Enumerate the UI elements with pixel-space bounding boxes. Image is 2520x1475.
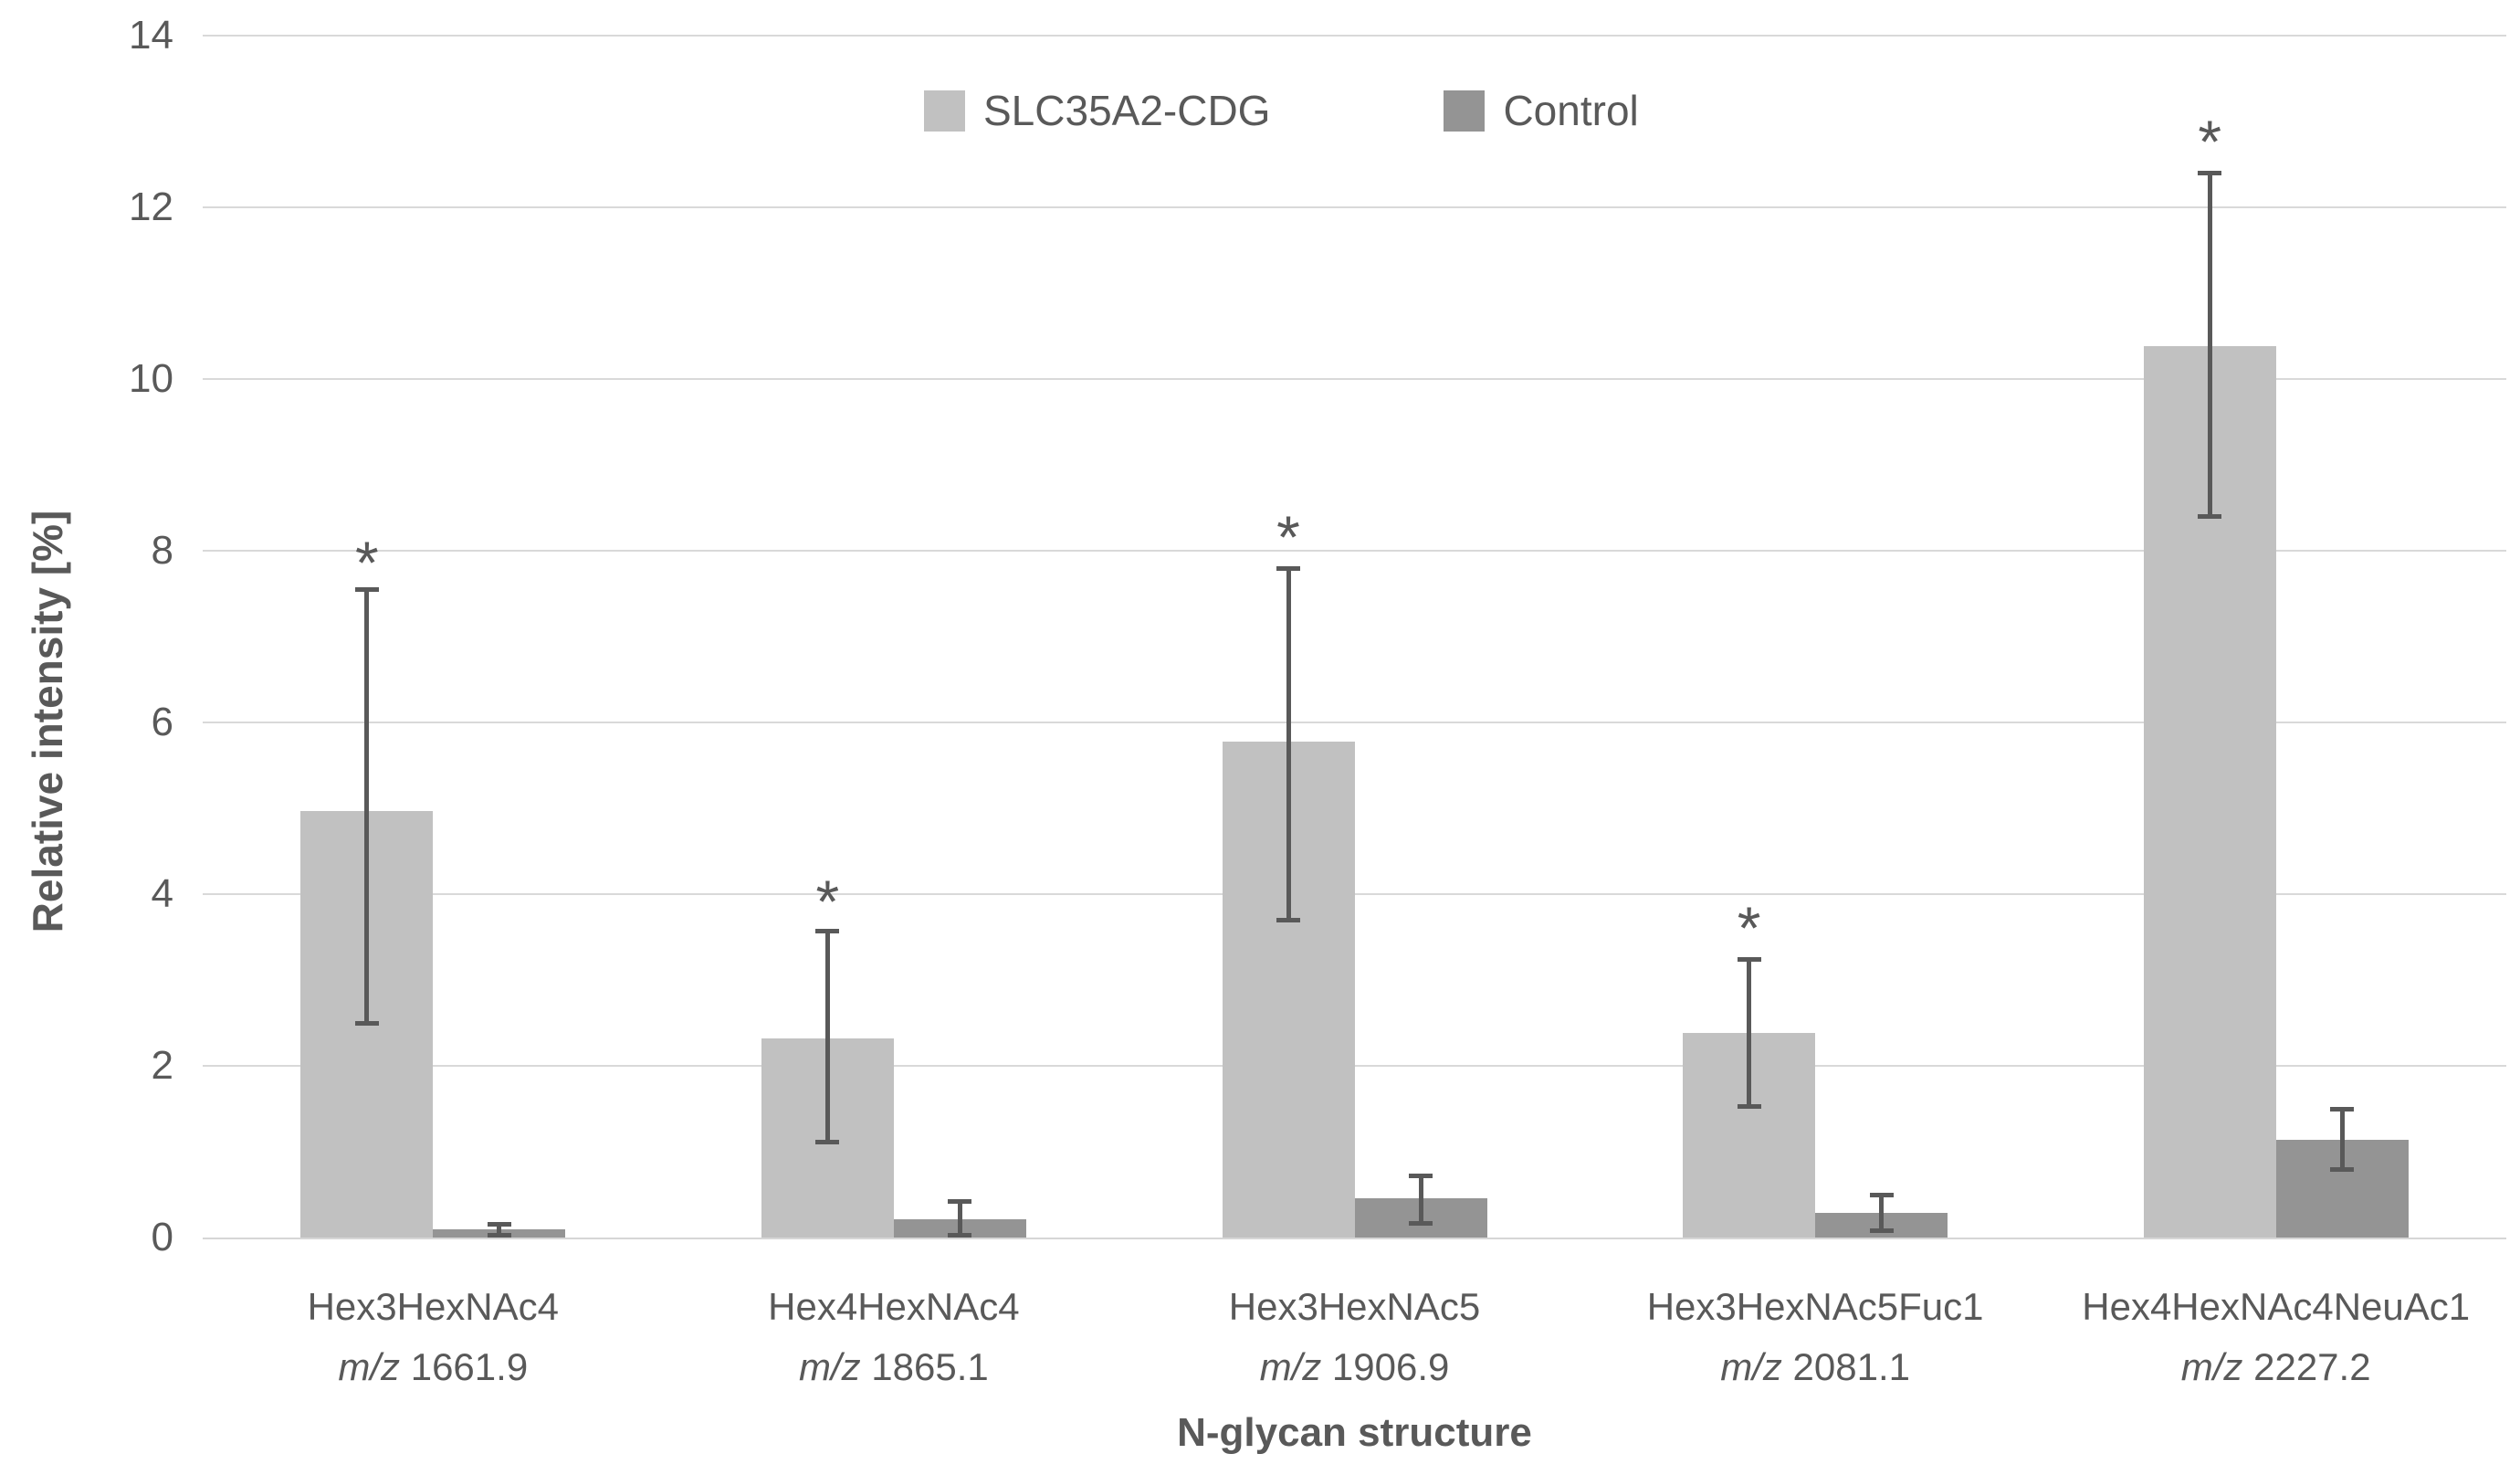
- significance-asterisk: *: [2198, 108, 2222, 176]
- error-bar-cap-bottom: [1409, 1221, 1433, 1227]
- category-mz: m/z 2227.2: [2180, 1345, 2371, 1388]
- legend-label-slc35a2-cdg: SLC35A2-CDG: [983, 87, 1271, 134]
- category-name: Hex3HexNAc5Fuc1: [1646, 1285, 1984, 1328]
- error-bar-cap-top: [1409, 1174, 1433, 1179]
- legend-swatch-slc35a2-cdg: [924, 90, 965, 132]
- mz-prefix: m/z: [338, 1345, 401, 1388]
- y-tick-label-0: 0: [151, 1215, 173, 1259]
- error-bar-cap-top: [815, 929, 840, 934]
- gridline-y-8: [203, 550, 2506, 552]
- y-tick-label-10: 10: [129, 356, 173, 401]
- error-bar: [957, 1200, 962, 1236]
- significance-asterisk: *: [354, 529, 379, 596]
- category-name: Hex4HexNAc4: [768, 1285, 1020, 1328]
- mz-prefix: m/z: [1259, 1345, 1322, 1388]
- error-bar-cap-bottom: [2198, 514, 2222, 520]
- error-bar-cap-bottom: [1276, 918, 1300, 923]
- y-tick-label-6: 6: [151, 700, 173, 744]
- y-tick-label-4: 4: [151, 871, 173, 916]
- error-bar-cap-bottom: [1737, 1104, 1761, 1110]
- gridline-y-14: [203, 35, 2506, 37]
- y-tick-label-14: 14: [129, 13, 173, 58]
- error-bar-cap-top: [487, 1221, 511, 1227]
- y-tick-label-12: 12: [129, 184, 173, 229]
- x-axis-title: N-glycan structure: [1177, 1410, 1532, 1455]
- error-bar: [2339, 1109, 2345, 1169]
- category-name: Hex3HexNAc5: [1228, 1285, 1481, 1328]
- category-label-hex3hexnac5fuc1: Hex3HexNAc5Fuc1 m/z 2081.1: [1532, 1277, 2098, 1397]
- category-name: Hex3HexNAc4: [307, 1285, 560, 1328]
- category-mz: m/z 1661.9: [338, 1345, 529, 1388]
- error-bar: [364, 589, 370, 1023]
- mz-prefix: m/z: [1720, 1345, 1782, 1388]
- error-bar-cap-top: [1276, 565, 1300, 571]
- error-bar-cap-bottom: [815, 1139, 840, 1144]
- gridline-y-10: [203, 378, 2506, 380]
- error-bar: [1418, 1175, 1423, 1223]
- error-bar-cap-top: [948, 1198, 972, 1204]
- mz-prefix: m/z: [798, 1345, 861, 1388]
- error-bar: [2207, 173, 2212, 517]
- category-label-hex3hexnac4: Hex3HexNAc4 m/z 1661.9: [150, 1277, 716, 1397]
- legend-entry-control: Control: [1444, 86, 1639, 135]
- category-label-hex4hexnac4neuac1: Hex4HexNAc4NeuAc1 m/z 2227.2: [1993, 1277, 2520, 1397]
- legend-swatch-control: [1444, 90, 1486, 132]
- gridline-y-6: [203, 722, 2506, 723]
- category-name: Hex4HexNAc4NeuAc1: [2082, 1285, 2471, 1328]
- error-bar-cap-bottom: [354, 1021, 379, 1026]
- legend-label-control: Control: [1503, 87, 1639, 134]
- error-bar: [1286, 567, 1291, 921]
- category-label-hex3hexnac5: Hex3HexNAc5 m/z 1906.9: [1072, 1277, 1638, 1397]
- error-bar-cap-bottom: [487, 1233, 511, 1238]
- error-bar-cap-top: [2198, 171, 2222, 176]
- y-tick-label-2: 2: [151, 1043, 173, 1088]
- category-mz: m/z 2081.1: [1720, 1345, 1910, 1388]
- category-mz: m/z 1865.1: [798, 1345, 989, 1388]
- error-bar: [1747, 958, 1752, 1107]
- gridline-y-4: [203, 893, 2506, 895]
- error-bar-cap-top: [354, 587, 379, 593]
- gridline-y-2: [203, 1065, 2506, 1067]
- gridline-y-12: [203, 206, 2506, 208]
- error-bar: [1879, 1195, 1885, 1231]
- significance-asterisk: *: [1276, 502, 1300, 571]
- y-tick-label-8: 8: [151, 528, 173, 573]
- plot-area: * * * * *: [203, 35, 2506, 1239]
- error-bar-cap-top: [1737, 956, 1761, 962]
- category-label-hex4hexnac4: Hex4HexNAc4 m/z 1865.1: [611, 1277, 1177, 1397]
- error-bar-cap-top: [1869, 1193, 1894, 1197]
- significance-asterisk: *: [815, 868, 840, 936]
- mz-prefix: m/z: [2180, 1345, 2243, 1388]
- error-bar-cap-bottom: [2330, 1166, 2355, 1172]
- significance-asterisk: *: [1737, 893, 1761, 962]
- legend: SLC35A2-CDG Control: [924, 86, 1639, 135]
- error-bar: [497, 1223, 502, 1236]
- error-bar: [824, 931, 830, 1142]
- legend-entry-slc35a2-cdg: SLC35A2-CDG: [924, 86, 1270, 135]
- error-bar-cap-bottom: [948, 1233, 972, 1238]
- category-mz: m/z 1906.9: [1259, 1345, 1450, 1388]
- error-bar-cap-bottom: [1869, 1228, 1894, 1234]
- error-bar-cap-top: [2330, 1107, 2355, 1112]
